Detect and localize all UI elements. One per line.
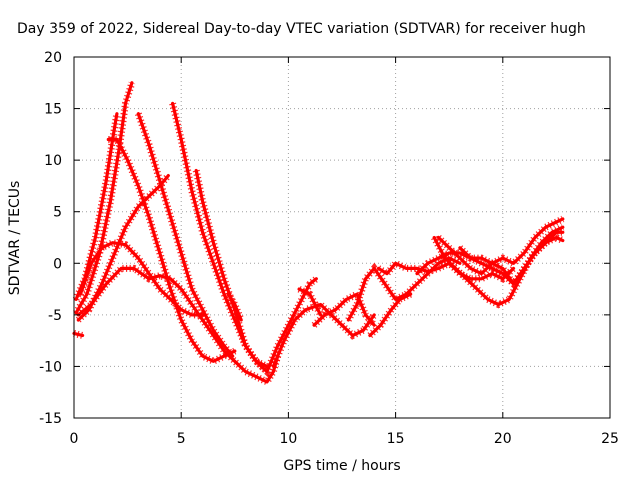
y-axis-label: SDTVAR / TECUs <box>7 181 23 296</box>
series-line <box>74 81 134 315</box>
series-line <box>432 225 565 307</box>
series-line <box>297 287 323 317</box>
series-marker-band <box>134 112 236 359</box>
y-tick-label: 10 <box>44 153 62 169</box>
series-track-14 <box>311 289 377 328</box>
series-track-11 <box>225 292 245 322</box>
series-line <box>136 112 235 358</box>
series-track-16 <box>345 254 462 322</box>
x-tick-label: 20 <box>494 431 512 447</box>
series-track-2 <box>73 81 136 315</box>
series-track-13 <box>270 300 378 368</box>
series-line <box>194 168 269 368</box>
series-track-17 <box>367 291 413 339</box>
series-line <box>346 256 462 322</box>
series-track-7 <box>77 239 205 319</box>
series-track-10 <box>192 168 269 370</box>
y-tick-label: 15 <box>44 102 62 118</box>
series-marker-band <box>192 169 269 370</box>
series-track-15 <box>297 285 324 317</box>
y-tick-label: -5 <box>48 308 62 324</box>
series-track-19 <box>431 224 565 309</box>
plot-frame <box>73 56 611 419</box>
series-line <box>76 266 280 384</box>
x-tick-label: 0 <box>70 431 79 447</box>
y-tick-label: -10 <box>39 359 62 375</box>
y-tick-label: 20 <box>44 50 62 66</box>
series-line <box>78 241 205 317</box>
x-tick-label: 15 <box>387 431 405 447</box>
y-tick-labels: -15 -10 -5 0 5 10 15 20 <box>39 50 62 427</box>
series-track-9 <box>76 264 282 387</box>
y-tick-label: -15 <box>39 411 62 427</box>
series-line <box>72 331 85 338</box>
series-track-22 <box>457 233 565 291</box>
y-tick-label: 5 <box>53 205 62 221</box>
ticks <box>73 56 611 419</box>
y-tick-label: 0 <box>53 256 62 272</box>
series-line <box>271 302 376 368</box>
series-track-3 <box>106 136 237 366</box>
series-line <box>458 235 565 286</box>
x-tick-label: 25 <box>601 431 619 447</box>
series-track-5 <box>134 112 236 359</box>
series-line <box>226 292 243 322</box>
series-track-8 <box>72 329 85 339</box>
series-track-18 <box>376 258 516 284</box>
series-line <box>106 137 237 363</box>
series-layer <box>72 81 565 387</box>
grid <box>74 57 610 418</box>
x-tick-label: 10 <box>279 431 297 447</box>
x-tick-labels: 0 5 10 15 20 25 <box>70 431 619 447</box>
x-tick-label: 5 <box>177 431 186 447</box>
chart-title: Day 359 of 2022, Sidereal Day-to-day VTE… <box>17 21 586 37</box>
series-track-21 <box>436 215 565 278</box>
series-line <box>436 217 565 276</box>
series-line <box>376 261 516 281</box>
x-axis-label: GPS time / hours <box>283 458 400 474</box>
series-line <box>312 292 376 327</box>
series-line <box>368 292 413 338</box>
